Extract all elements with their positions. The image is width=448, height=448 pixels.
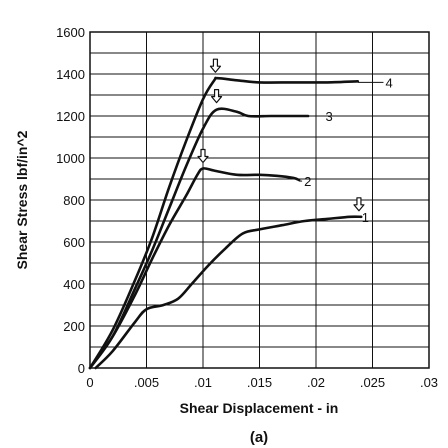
y-tick-label: 600 [63, 235, 85, 250]
curve-labels: 4 3 2 1 [304, 75, 393, 224]
label-leaders [299, 81, 384, 218]
y-tick-label: 800 [63, 193, 85, 208]
y-tick-label: 400 [63, 277, 85, 292]
x-tick-label: .01 [194, 375, 212, 390]
down-arrow-icon [209, 58, 222, 73]
curve-label: 2 [304, 174, 311, 189]
x-tick-label: .005 [134, 375, 159, 390]
down-arrow-icon [210, 89, 223, 104]
panel-label: (a) [250, 429, 268, 446]
grid [89, 31, 430, 369]
series-3-line [88, 107, 310, 370]
plot-frame [89, 31, 430, 369]
series-4-line [88, 76, 360, 370]
curve-label: 3 [326, 109, 333, 124]
y-tick-label: 1600 [56, 25, 85, 40]
x-tick-label: .025 [360, 375, 385, 390]
down-arrow-icon [353, 197, 365, 212]
y-tick-label: 0 [78, 361, 85, 376]
y-tick-label: 1200 [56, 109, 85, 124]
x-tick-label: .02 [307, 375, 325, 390]
y-axis-title: Shear Stress lbf/in^2 [14, 130, 30, 269]
curve-label: 4 [385, 75, 392, 90]
series-layer [88, 76, 363, 370]
curve-label: 1 [362, 210, 369, 225]
series-2-line [88, 167, 301, 370]
x-tick-label: .03 [420, 375, 438, 390]
x-axis-tick-labels: 0 .005 .01 .015 .02 .025 .03 [86, 375, 438, 390]
series-1-line [94, 215, 363, 370]
x-tick-label: .015 [247, 375, 272, 390]
y-tick-label: 200 [63, 319, 85, 334]
y-tick-label: 1400 [56, 67, 85, 82]
x-axis-title: Shear Displacement - in [180, 400, 339, 416]
down-arrow-icon [197, 148, 209, 164]
peak-arrows [197, 58, 365, 212]
y-tick-label: 1000 [56, 151, 85, 166]
y-axis-tick-labels: 0 200 400 600 800 1000 1200 1400 1600 [56, 25, 85, 376]
x-tick-label: 0 [86, 375, 93, 390]
